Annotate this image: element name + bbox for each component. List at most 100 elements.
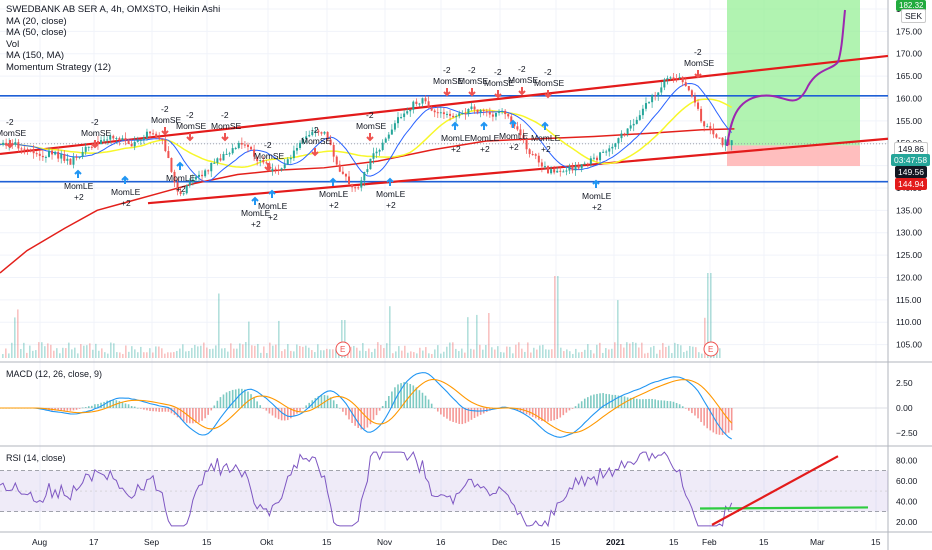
volume-bar bbox=[167, 352, 169, 358]
volume-bar bbox=[695, 347, 697, 358]
macd-histogram-bar bbox=[237, 388, 240, 408]
volume-bar bbox=[197, 346, 199, 358]
momse-count-label: -2 bbox=[6, 117, 14, 127]
macd-histogram-bar bbox=[106, 400, 108, 408]
candle-body bbox=[372, 153, 375, 159]
macd-histogram-bar bbox=[571, 408, 574, 409]
candle-body bbox=[265, 162, 268, 164]
volume-bar bbox=[377, 342, 379, 358]
volume-bar bbox=[506, 346, 508, 358]
candle-body bbox=[158, 137, 161, 139]
momle-count-label: +2 bbox=[592, 202, 602, 212]
macd-histogram-bar bbox=[593, 394, 595, 408]
volume-bar bbox=[425, 347, 427, 358]
volume-bar bbox=[242, 344, 244, 358]
volume-bar bbox=[236, 348, 238, 358]
currency-label[interactable]: SEK bbox=[901, 9, 927, 23]
macd-histogram-bar bbox=[268, 408, 271, 414]
candle-body bbox=[222, 154, 225, 161]
macd-histogram-bar bbox=[400, 383, 402, 408]
macd-histogram-bar bbox=[654, 399, 656, 408]
candle-body bbox=[592, 157, 595, 159]
volume-bar bbox=[356, 347, 358, 358]
volume-bar bbox=[467, 317, 469, 358]
momle-count-label: +2 bbox=[121, 198, 131, 208]
macd-histogram-bar bbox=[700, 408, 702, 423]
volume-bar bbox=[194, 344, 196, 358]
macd-histogram-bar bbox=[452, 408, 454, 422]
candle-body bbox=[589, 158, 592, 164]
volume-bar bbox=[653, 345, 655, 358]
candle-body bbox=[149, 131, 152, 134]
candle-body bbox=[709, 126, 712, 129]
volume-bar bbox=[11, 342, 13, 358]
candle-body bbox=[669, 77, 672, 79]
volume-bar bbox=[212, 348, 214, 358]
candle-body bbox=[47, 150, 50, 157]
macd-histogram-bar bbox=[388, 395, 390, 408]
macd-histogram-bar bbox=[635, 398, 638, 408]
volume-bar bbox=[104, 352, 106, 358]
volume-bar bbox=[362, 342, 364, 358]
momse-count-label: -2 bbox=[443, 65, 451, 75]
volume-bar bbox=[626, 342, 628, 358]
candle-body bbox=[403, 113, 406, 118]
candle-body bbox=[57, 151, 60, 159]
momse-label: MomSE bbox=[301, 136, 332, 146]
momle-arrow bbox=[592, 179, 600, 188]
volume-bar bbox=[572, 353, 574, 358]
volume-bar bbox=[563, 351, 565, 358]
time-axis-tick: 2021 bbox=[606, 537, 625, 547]
candle-body bbox=[415, 101, 418, 105]
macd-histogram-bar bbox=[225, 392, 228, 408]
candle-body bbox=[626, 128, 629, 134]
candle-body bbox=[608, 148, 611, 152]
candle-body bbox=[280, 168, 283, 170]
macd-histogram-bar bbox=[326, 395, 329, 408]
macd-histogram-bar bbox=[293, 408, 295, 416]
momle-label: MomLE bbox=[64, 181, 94, 191]
momle-count-label: +2 bbox=[251, 219, 261, 229]
candle-body bbox=[72, 156, 75, 165]
volume-bar bbox=[365, 351, 367, 358]
candle-body bbox=[106, 139, 109, 141]
candle-body bbox=[641, 108, 644, 116]
volume-bar bbox=[431, 353, 433, 358]
volume-bar bbox=[632, 342, 634, 358]
momse-label: MomSE bbox=[433, 76, 464, 86]
time-axis-tick: 15 bbox=[669, 537, 679, 547]
volume-bar bbox=[257, 343, 259, 358]
macd-histogram-bar bbox=[703, 408, 705, 426]
candle-body bbox=[516, 126, 519, 130]
macd-histogram-bar bbox=[433, 407, 436, 409]
volume-bar bbox=[254, 345, 256, 358]
volume-bar bbox=[485, 345, 487, 358]
macd-histogram-bar bbox=[458, 408, 461, 424]
volume-bar bbox=[428, 353, 430, 358]
macd-histogram-bar bbox=[152, 408, 154, 412]
volume-bar bbox=[470, 348, 472, 358]
volume-bar bbox=[599, 342, 601, 358]
candle-body bbox=[308, 134, 311, 137]
macd-histogram-bar bbox=[577, 403, 580, 408]
volume-bar bbox=[530, 352, 532, 358]
macd-histogram-bar bbox=[397, 384, 399, 408]
time-axis-tick: Nov bbox=[377, 537, 393, 547]
candle-body bbox=[467, 108, 470, 114]
candle-body bbox=[155, 133, 158, 138]
macd-histogram-bar bbox=[256, 401, 258, 408]
momse-label: MomSE bbox=[356, 121, 387, 131]
volume-bar bbox=[38, 342, 40, 358]
momse-arrow bbox=[91, 140, 99, 149]
momle-arrow bbox=[509, 119, 517, 128]
ma150-line bbox=[0, 128, 735, 274]
volume-bar bbox=[263, 346, 265, 358]
candle-body bbox=[712, 128, 715, 135]
volume-bar bbox=[605, 348, 607, 358]
candle-body bbox=[534, 154, 537, 156]
volume-bar bbox=[74, 347, 76, 358]
volume-bar bbox=[542, 344, 544, 358]
macd-histogram-bar bbox=[192, 408, 194, 424]
candle-body bbox=[623, 133, 626, 135]
